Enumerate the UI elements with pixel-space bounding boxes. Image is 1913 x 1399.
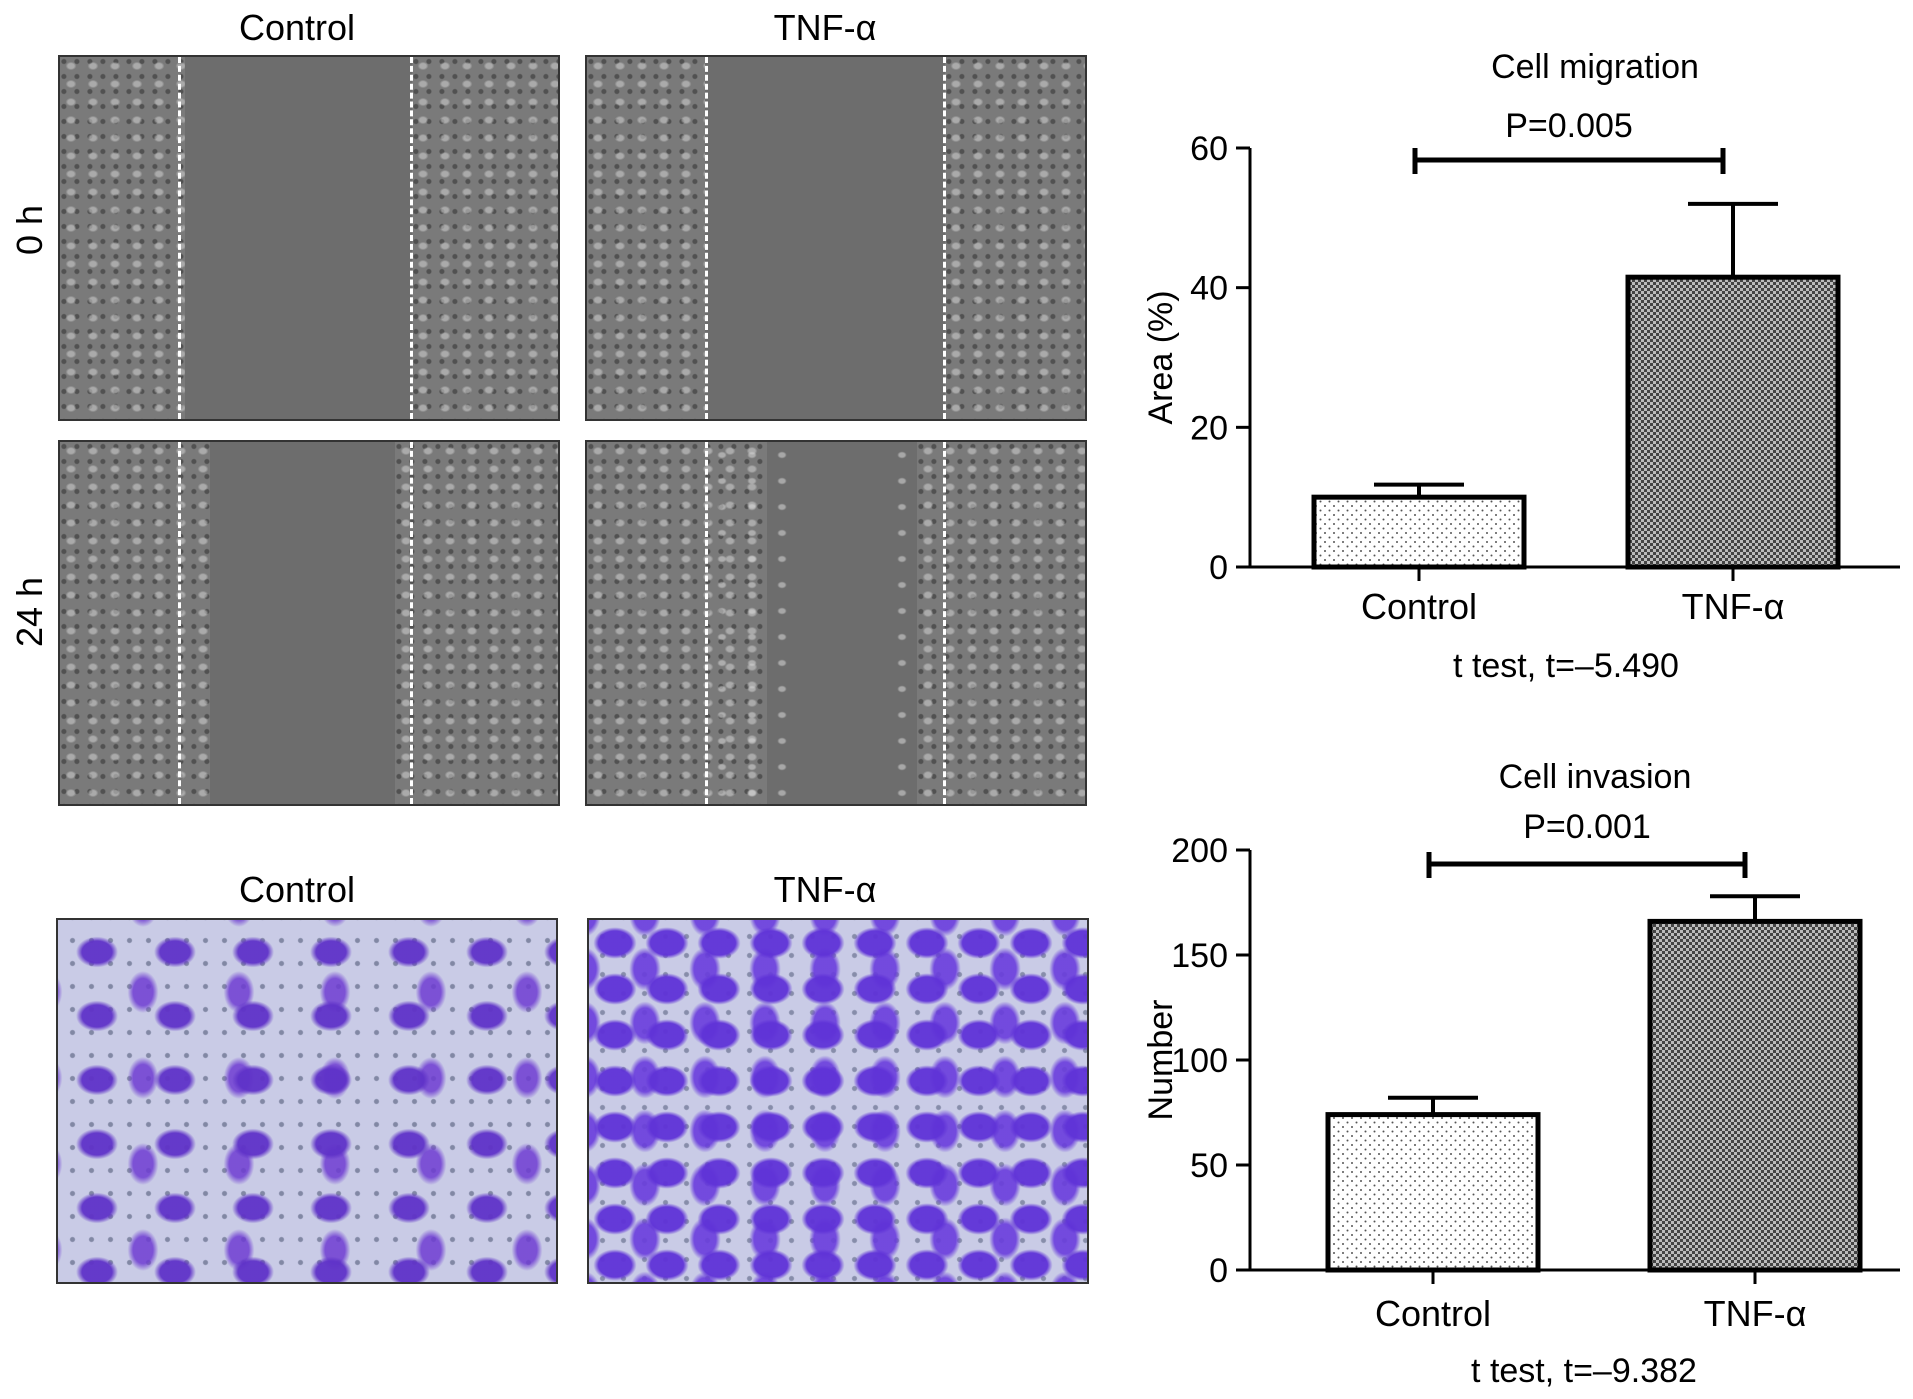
chart-cell-migration: Cell migration 0 20 40 60 Area (%) Control TNF-… bbox=[1142, 48, 1900, 685]
chart-cell-migration-category-1: TNF-α bbox=[1682, 586, 1785, 627]
micrograph-transwell-control bbox=[56, 918, 558, 1284]
chart-cell-invasion-category-0: Control bbox=[1375, 1293, 1491, 1334]
transwell-header-control: Control bbox=[238, 869, 356, 910]
chart-cell-migration-ytick-label-60: 60 bbox=[1190, 130, 1228, 168]
chart-cell-invasion-xlabel: t test, t=–9.382 bbox=[1471, 1352, 1697, 1390]
chart-cell-migration-xlabel: t test, t=–5.490 bbox=[1453, 647, 1679, 685]
chart-cell-invasion-bar-0 bbox=[1325, 1112, 1541, 1273]
micrograph-transwell-tnf bbox=[587, 918, 1089, 1284]
micrograph-control-24h bbox=[58, 440, 560, 806]
chart-cell-invasion-title: Cell invasion bbox=[1499, 758, 1692, 796]
chart-cell-invasion-bar-1 bbox=[1647, 918, 1863, 1273]
chart-cell-migration-ytick-label-20: 20 bbox=[1190, 409, 1228, 447]
chart-cell-invasion-ytick-label-50: 50 bbox=[1190, 1147, 1228, 1185]
micrograph-control-0h bbox=[58, 55, 560, 421]
row-label-24h: 24 h bbox=[9, 576, 50, 648]
chart-cell-invasion-ytick-label-200: 200 bbox=[1171, 832, 1228, 870]
chart-cell-migration-category-0: Control bbox=[1361, 586, 1477, 627]
chart-cell-invasion-ytick-label-150: 150 bbox=[1171, 937, 1228, 975]
chart-cell-migration-bar-1 bbox=[1625, 274, 1841, 570]
chart-cell-invasion-sig-label: P=0.001 bbox=[1523, 808, 1651, 846]
wound-header-tnf: TNF-α bbox=[773, 7, 877, 48]
chart-cell-migration-ytick-label-0: 0 bbox=[1209, 549, 1228, 587]
chart-cell-migration-title: Cell migration bbox=[1491, 48, 1699, 86]
wound-header-control: Control bbox=[238, 7, 356, 48]
chart-cell-migration-sig-label: P=0.005 bbox=[1505, 107, 1633, 145]
chart-cell-migration-ylabel: Area (%) bbox=[1142, 290, 1180, 424]
chart-cell-invasion-ytick-label-0: 0 bbox=[1209, 1252, 1228, 1290]
chart-cell-invasion-category-1: TNF-α bbox=[1704, 1293, 1807, 1334]
row-label-0h: 0 h bbox=[9, 204, 50, 256]
chart-cell-migration-bar-0 bbox=[1311, 494, 1527, 570]
chart-cell-invasion-ylabel: Number bbox=[1142, 1000, 1180, 1121]
chart-cell-invasion-ytick-label-100: 100 bbox=[1171, 1042, 1228, 1080]
micrograph-tnf-24h bbox=[585, 440, 1087, 806]
chart-cell-invasion: Cell invasion 0 50 100 150 200 Number Control TN… bbox=[1142, 758, 1900, 1390]
chart-cell-migration-ytick-label-40: 40 bbox=[1190, 270, 1228, 308]
micrograph-tnf-0h bbox=[585, 55, 1087, 421]
transwell-header-tnf: TNF-α bbox=[773, 869, 877, 910]
